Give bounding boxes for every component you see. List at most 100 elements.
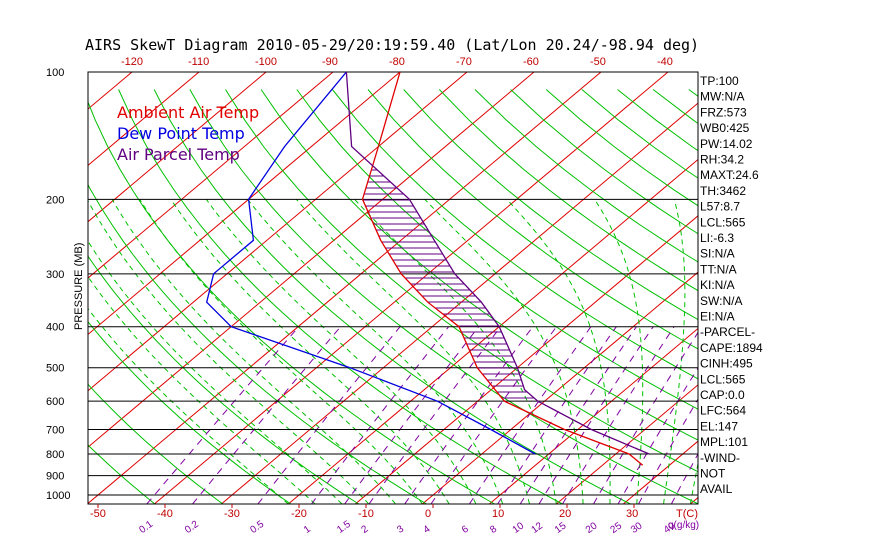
dry-adiabat-line [438,89,698,292]
dry-adiabat-line [296,89,698,410]
dry-adiabat-line [225,89,698,473]
temp-tick-label-bottom: -40 [157,508,173,520]
moist-adiabat-line [88,240,343,504]
side-panel-item: MW:N/A [700,90,744,104]
side-panel-item: MPL:101 [700,435,748,449]
side-panel-item: LFC:564 [700,404,746,418]
temp-tick-label-top: -120 [121,56,143,68]
mixing-ratio-line [344,326,479,504]
pressure-tick-label: 400 [46,322,64,334]
moist-adiabat-line [424,198,584,504]
side-panel-item: MAXT:24.6 [700,168,759,182]
isotherm-line [88,72,602,504]
mixing-ratio-line [497,326,617,504]
temp-tick-label-top: -60 [523,56,539,68]
side-panel-item: NOT [700,467,726,481]
moist-adiabat-line [111,199,396,504]
side-panel-item: -PARCEL- [700,325,755,339]
profile-series [205,72,650,466]
mixing-ratio-line [617,366,698,504]
side-panel-item: FRZ:573 [700,105,747,119]
mixing-ratio-line [468,326,592,504]
mixing-ratio-line [368,326,502,504]
dry-adiabat-line [88,183,427,504]
side-panel-item: TH:3462 [700,184,746,198]
mixing-ratio-line [430,326,557,504]
isotherm-line [88,72,267,223]
plot-frame [87,71,699,505]
mixing-ratio-line [192,326,341,504]
dry-adiabat-line [367,89,698,350]
moist-adiabat-line [295,198,530,504]
mixing-ratio-label: 8 [488,523,499,535]
pressure-tick-label: 100 [46,67,64,79]
moist-adiabat-line [88,307,289,504]
dry-adiabat-line [403,89,698,321]
isotherm-line [288,158,698,504]
temp-tick-label-bottom: -20 [291,508,307,520]
side-panel-item: SI:N/A [700,247,735,261]
side-panel-item: EL:147 [700,419,738,433]
cape-hatch [362,169,535,399]
side-panel-item: LI:-6.3 [700,231,734,245]
legend-entry: Ambient Air Temp [117,103,259,122]
dry-adiabat-line [153,89,631,504]
series-line-air-parcel [345,72,650,455]
temp-tick-label-bottom: -50 [90,508,106,520]
mixing-ratio-grid [146,326,698,504]
temp-tick-label-top: -40 [657,56,673,68]
side-panel-item: TP:100 [700,74,739,88]
mixing-ratio-line [257,326,401,504]
legend-entry: Dew Point Temp [117,124,245,143]
pressure-tick-label: 200 [46,194,64,206]
side-panel-item: -WIND- [700,451,740,465]
side-panel-item: LCL:565 [700,372,746,386]
legend-entry: Air Parcel Temp [117,145,240,164]
isotherm-grid [88,72,698,504]
mixing-ratio-line [562,326,675,504]
moist-adiabat-line [247,198,504,504]
chart-title: AIRS SkewT Diagram 2010-05-29/20:19:59.4… [85,36,699,54]
temp-tick-label-bottom: 0 [425,508,431,520]
side-panel-item: WB0:425 [700,121,750,135]
mixing-ratio-label: 1 [302,523,313,535]
isotherm-line [88,72,200,167]
moist-adiabat-line [170,199,450,504]
temp-tick-label-bottom: -10 [358,508,374,520]
side-panel-item: KI:N/A [700,278,735,292]
mixing-ratio-line [146,326,300,504]
mixing-ratio-line [593,331,698,504]
mixing-ratio-line [519,326,637,504]
temp-tick-label-bottom: 20 [559,508,571,520]
temp-tick-label-top: -90 [322,56,338,68]
temp-tick-label-top: -80 [389,56,405,68]
temp-tick-label-bottom: -30 [224,508,240,520]
dry-adiabat-grid [88,89,698,504]
pressure-tick-label: 1000 [46,490,70,502]
mixing-ratio-label: 6 [460,523,471,535]
dry-adiabat-line [88,255,359,504]
legend: Ambient Air Temp Dew Point Temp Air Parcel… [117,103,259,164]
moist-adiabat-line [689,460,698,504]
temp-tick-label-top: -110 [188,56,209,68]
pressure-tick-label: 800 [46,449,64,461]
temp-tick-label-top: -100 [255,56,277,68]
temp-tick-label-top: -70 [456,56,472,68]
moist-adiabat-line [354,198,557,504]
isotherm-line [154,72,669,504]
side-panel-item: LCL:565 [700,215,746,229]
pressure-tick-label: 500 [46,363,64,375]
y-axis-label: PRESSURE (MB) [73,243,85,330]
dry-adiabat-line [332,89,698,380]
isotherm-line [88,72,535,448]
isotherm-line [422,271,698,504]
side-panel-item: PW:14.02 [700,137,753,151]
dry-adiabat-line [88,383,224,504]
moist-adiabat-line [88,199,370,504]
isotherm-line [88,72,401,336]
dry-adiabat-line [88,321,292,504]
side-panel-item: TT:N/A [700,262,737,276]
side-panel-item: SW:N/A [700,294,742,308]
